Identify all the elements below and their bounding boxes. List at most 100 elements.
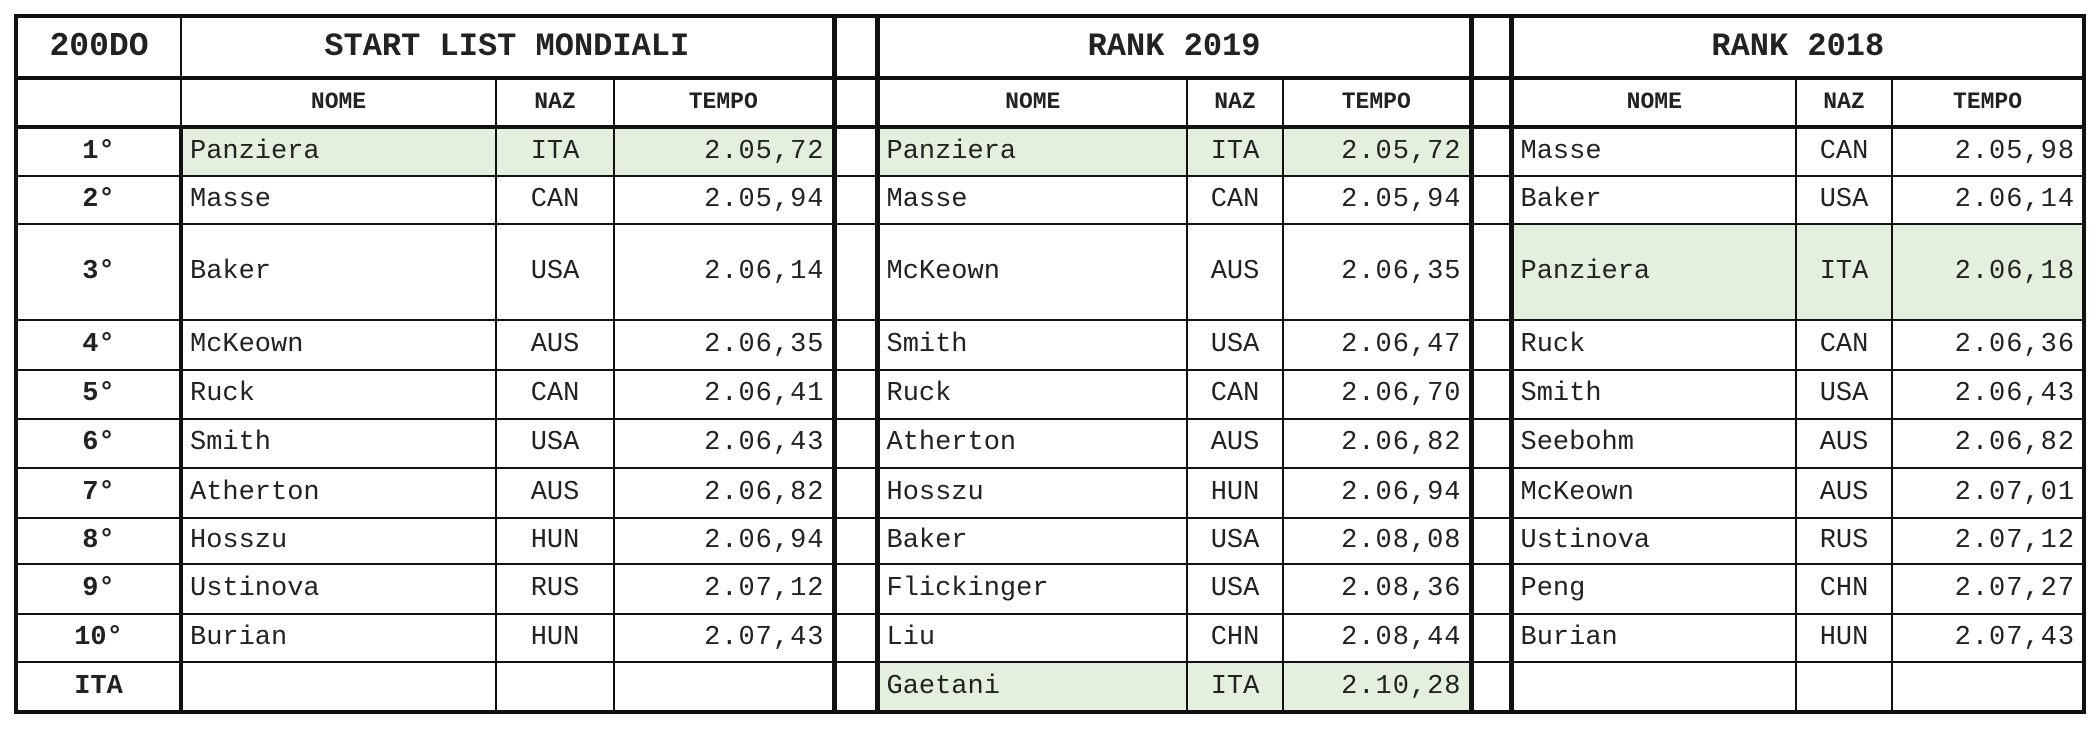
athlete-nation: AUS	[1795, 417, 1894, 470]
athlete-time: 2.06,36	[1891, 319, 2087, 372]
athlete-name: Baker	[180, 223, 497, 322]
rank-label: 6°	[14, 417, 183, 470]
athlete-nation: CHN	[1186, 612, 1284, 664]
athlete-time: 2.08,08	[1281, 516, 1473, 566]
athlete-name: Smith	[180, 417, 497, 470]
rank-label: 2°	[14, 174, 183, 226]
athlete-nation: CAN	[1186, 174, 1284, 226]
rank-header-cell	[14, 76, 182, 130]
athlete-name: Masse	[1510, 126, 1798, 177]
athlete-time: 2.07,43	[613, 612, 835, 664]
athlete-time: 2.07,12	[613, 563, 835, 615]
athlete-nation: AUS	[495, 467, 615, 519]
column-gap	[1468, 612, 1514, 664]
athlete-time: 2.06,35	[1281, 223, 1473, 322]
athlete-name: Ruck	[1510, 319, 1798, 372]
athlete-time: 2.06,82	[1891, 417, 2087, 470]
athlete-name: Masse	[180, 174, 497, 226]
column-gap	[831, 467, 880, 519]
athlete-time: 2.07,01	[1891, 467, 2087, 519]
column-gap	[1468, 223, 1514, 322]
athlete-nation: HUN	[495, 516, 615, 566]
table-row: 6° Smith USA 2.06,43 Atherton AUS 2.06,82 Seebo…	[14, 417, 2087, 470]
athlete-time	[1891, 661, 2087, 714]
athlete-name: Ustinova	[1510, 516, 1798, 566]
athlete-time: 2.07,12	[1891, 516, 2087, 566]
athlete-nation: USA	[1186, 516, 1284, 566]
column-gap	[831, 661, 880, 714]
athlete-time: 2.05,98	[1891, 126, 2087, 177]
athlete-name: Ustinova	[180, 563, 497, 615]
header-naz: NAZ	[1795, 76, 1894, 130]
athlete-nation: USA	[1186, 319, 1284, 372]
column-gap	[831, 417, 880, 470]
athlete-nation: HUN	[1186, 467, 1284, 519]
rank-label: 9°	[14, 563, 183, 615]
rank-label: 8°	[14, 516, 183, 566]
athlete-nation	[495, 661, 615, 714]
athlete-name	[180, 661, 497, 714]
rank-label: 3°	[14, 223, 183, 322]
athlete-nation: HUN	[1795, 612, 1894, 664]
athlete-nation: CAN	[1795, 319, 1894, 372]
athlete-name: Panziera	[876, 126, 1188, 177]
table-row: 4° McKeown AUS 2.06,35 Smith USA 2.06,47 Ruck CA…	[14, 319, 2087, 372]
header-naz: NAZ	[495, 76, 615, 130]
table-row: 3° Baker USA 2.06,14 McKeown AUS 2.06,35 Panzie…	[14, 223, 2087, 322]
column-gap	[831, 223, 880, 322]
section-title-rank-2019: RANK 2019	[875, 14, 1473, 80]
column-gap	[831, 516, 880, 566]
column-gap	[1468, 467, 1514, 519]
table-row: 9° Ustinova RUS 2.07,12 Flickinger USA 2.08,36…	[14, 563, 2087, 615]
athlete-time: 2.08,44	[1281, 612, 1473, 664]
athlete-name: Flickinger	[876, 563, 1188, 615]
athlete-time: 2.06,70	[1281, 369, 1473, 420]
column-gap	[831, 319, 880, 372]
athlete-name: Baker	[1510, 174, 1798, 226]
rank-label: 4°	[14, 319, 183, 372]
athlete-nation: ITA	[1795, 223, 1894, 322]
athlete-name: Baker	[876, 516, 1188, 566]
title-row: 200DO START LIST MONDIALI RANK 2019 RANK…	[14, 14, 2087, 80]
column-gap	[1468, 319, 1514, 372]
rank-label: ITA	[14, 661, 183, 714]
athlete-name: Smith	[1510, 369, 1798, 420]
athlete-time: 2.06,14	[613, 223, 835, 322]
column-gap	[1468, 516, 1514, 566]
athlete-name: Burian	[180, 612, 497, 664]
athlete-time: 2.06,82	[1281, 417, 1473, 470]
athlete-time: 2.06,41	[613, 369, 835, 420]
athlete-nation: ITA	[1186, 126, 1284, 177]
column-gap	[1468, 126, 1514, 177]
athlete-name: Ruck	[876, 369, 1188, 420]
athlete-nation: USA	[495, 223, 615, 322]
table-row: 1° Panziera ITA 2.05,72 Panziera ITA 2.05,72 Ma…	[14, 126, 2087, 177]
athlete-name: Panziera	[180, 126, 497, 177]
athlete-nation: USA	[495, 417, 615, 470]
athlete-name: Burian	[1510, 612, 1798, 664]
rank-label: 5°	[14, 369, 183, 420]
athlete-name: McKeown	[180, 319, 497, 372]
section-title-start-list: START LIST MONDIALI	[180, 14, 835, 80]
athlete-time: 2.05,94	[1281, 174, 1473, 226]
athlete-time: 2.08,36	[1281, 563, 1473, 615]
table-row: ITA Gaetani ITA 2.10,28	[14, 661, 2087, 714]
athlete-time: 2.05,72	[1281, 126, 1473, 177]
column-gap	[831, 14, 880, 80]
column-gap	[1468, 174, 1514, 226]
header-nome: NOME	[180, 76, 497, 130]
event-code: 200DO	[14, 14, 182, 80]
column-gap	[1468, 661, 1514, 714]
column-gap	[831, 76, 880, 130]
athlete-nation: HUN	[495, 612, 615, 664]
column-gap	[1468, 417, 1514, 470]
header-nome: NOME	[1510, 76, 1798, 130]
athlete-nation: AUS	[1186, 417, 1284, 470]
table-row: 5° Ruck CAN 2.06,41 Ruck CAN 2.06,70 Smith USA 2.…	[14, 369, 2087, 420]
section-title-rank-2018: RANK 2018	[1510, 14, 2087, 80]
athlete-nation: USA	[1795, 369, 1894, 420]
athlete-time: 2.06,94	[1281, 467, 1473, 519]
start-list-table: 200DO START LIST MONDIALI RANK 2019 RANK…	[14, 14, 2087, 714]
table-row: 8° Hosszu HUN 2.06,94 Baker USA 2.08,08 Ustinov…	[14, 516, 2087, 566]
athlete-name: Peng	[1510, 563, 1798, 615]
